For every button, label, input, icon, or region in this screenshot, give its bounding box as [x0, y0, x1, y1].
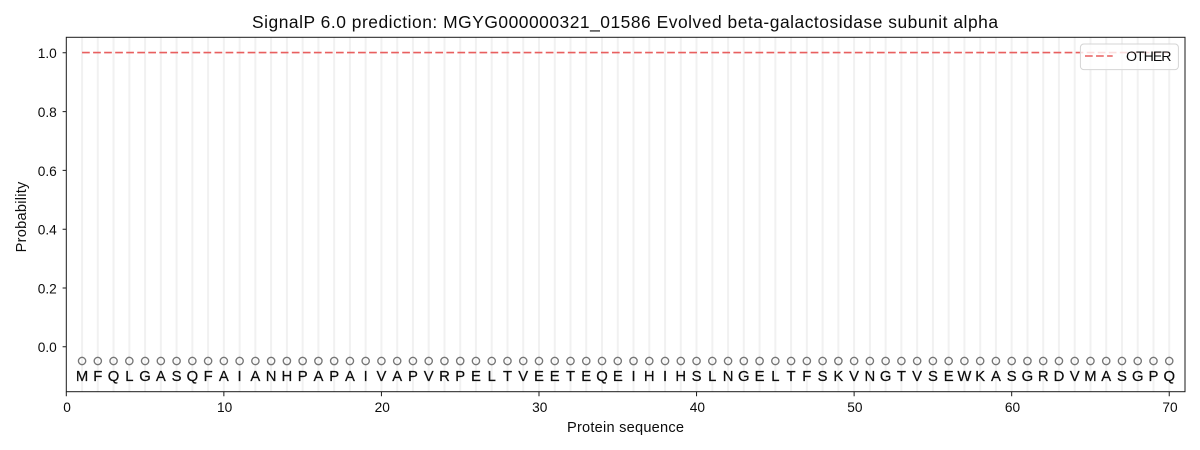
svg-text:V: V: [376, 369, 386, 385]
svg-text:I: I: [364, 369, 368, 385]
svg-text:T: T: [566, 369, 575, 385]
svg-text:10: 10: [217, 400, 233, 415]
svg-text:T: T: [897, 369, 906, 385]
svg-text:0.8: 0.8: [38, 105, 57, 120]
svg-text:R: R: [1038, 369, 1049, 385]
svg-text:40: 40: [690, 400, 706, 415]
svg-text:E: E: [755, 369, 765, 385]
svg-text:A: A: [156, 369, 166, 385]
svg-text:L: L: [708, 369, 716, 385]
svg-text:A: A: [991, 369, 1001, 385]
svg-text:T: T: [787, 369, 796, 385]
svg-text:P: P: [455, 369, 465, 385]
svg-text:S: S: [172, 369, 182, 385]
svg-text:S: S: [1007, 369, 1017, 385]
svg-text:G: G: [1132, 369, 1144, 385]
svg-text:I: I: [631, 369, 635, 385]
svg-text:OTHER: OTHER: [1126, 49, 1172, 65]
svg-text:M: M: [76, 369, 88, 385]
svg-text:Q: Q: [596, 369, 608, 385]
svg-text:E: E: [944, 369, 954, 385]
svg-text:D: D: [1054, 369, 1065, 385]
svg-text:N: N: [266, 369, 277, 385]
svg-text:P: P: [1149, 369, 1159, 385]
svg-text:W: W: [957, 369, 971, 385]
svg-text:V: V: [424, 369, 434, 385]
svg-text:A: A: [250, 369, 260, 385]
svg-text:M: M: [1084, 369, 1096, 385]
svg-text:V: V: [1070, 369, 1080, 385]
svg-text:A: A: [345, 369, 355, 385]
svg-text:P: P: [298, 369, 308, 385]
svg-text:G: G: [880, 369, 892, 385]
svg-text:0.6: 0.6: [38, 164, 57, 179]
svg-text:F: F: [802, 369, 811, 385]
svg-text:V: V: [849, 369, 859, 385]
svg-text:V: V: [518, 369, 528, 385]
svg-text:30: 30: [532, 400, 548, 415]
svg-text:E: E: [534, 369, 544, 385]
svg-text:Q: Q: [187, 369, 199, 385]
svg-text:0.4: 0.4: [38, 223, 57, 238]
svg-text:E: E: [613, 369, 623, 385]
svg-text:Protein sequence: Protein sequence: [567, 420, 684, 436]
svg-text:R: R: [439, 369, 450, 385]
svg-text:H: H: [675, 369, 686, 385]
svg-text:G: G: [738, 369, 750, 385]
svg-text:G: G: [1022, 369, 1034, 385]
svg-text:S: S: [692, 369, 702, 385]
svg-text:Probability: Probability: [14, 181, 30, 252]
svg-text:E: E: [550, 369, 560, 385]
svg-text:60: 60: [1005, 400, 1021, 415]
svg-text:20: 20: [375, 400, 391, 415]
svg-text:E: E: [471, 369, 481, 385]
svg-text:S: S: [818, 369, 828, 385]
svg-text:K: K: [975, 369, 985, 385]
svg-text:0.0: 0.0: [38, 340, 57, 355]
svg-text:E: E: [581, 369, 591, 385]
svg-text:L: L: [771, 369, 779, 385]
svg-text:L: L: [125, 369, 133, 385]
svg-text:Q: Q: [1163, 369, 1175, 385]
svg-text:V: V: [912, 369, 922, 385]
svg-text:N: N: [723, 369, 734, 385]
svg-text:S: S: [928, 369, 938, 385]
svg-text:H: H: [644, 369, 655, 385]
svg-text:G: G: [139, 369, 151, 385]
svg-text:0.2: 0.2: [38, 281, 57, 296]
svg-text:F: F: [204, 369, 213, 385]
svg-text:A: A: [392, 369, 402, 385]
svg-text:70: 70: [1162, 400, 1178, 415]
svg-text:A: A: [219, 369, 229, 385]
svg-text:H: H: [282, 369, 293, 385]
svg-text:F: F: [93, 369, 102, 385]
svg-text:A: A: [313, 369, 323, 385]
svg-text:Q: Q: [108, 369, 120, 385]
svg-text:A: A: [1101, 369, 1111, 385]
svg-text:1.0: 1.0: [38, 46, 57, 61]
svg-text:N: N: [865, 369, 876, 385]
svg-text:0: 0: [63, 400, 71, 415]
svg-text:I: I: [238, 369, 242, 385]
svg-text:SignalP 6.0 prediction: MGYG00: SignalP 6.0 prediction: MGYG000000321_01…: [252, 12, 998, 32]
svg-text:I: I: [663, 369, 667, 385]
svg-text:50: 50: [847, 400, 863, 415]
svg-text:K: K: [833, 369, 843, 385]
svg-text:P: P: [329, 369, 339, 385]
svg-text:P: P: [408, 369, 418, 385]
svg-text:T: T: [503, 369, 512, 385]
svg-text:L: L: [488, 369, 496, 385]
svg-text:S: S: [1117, 369, 1127, 385]
